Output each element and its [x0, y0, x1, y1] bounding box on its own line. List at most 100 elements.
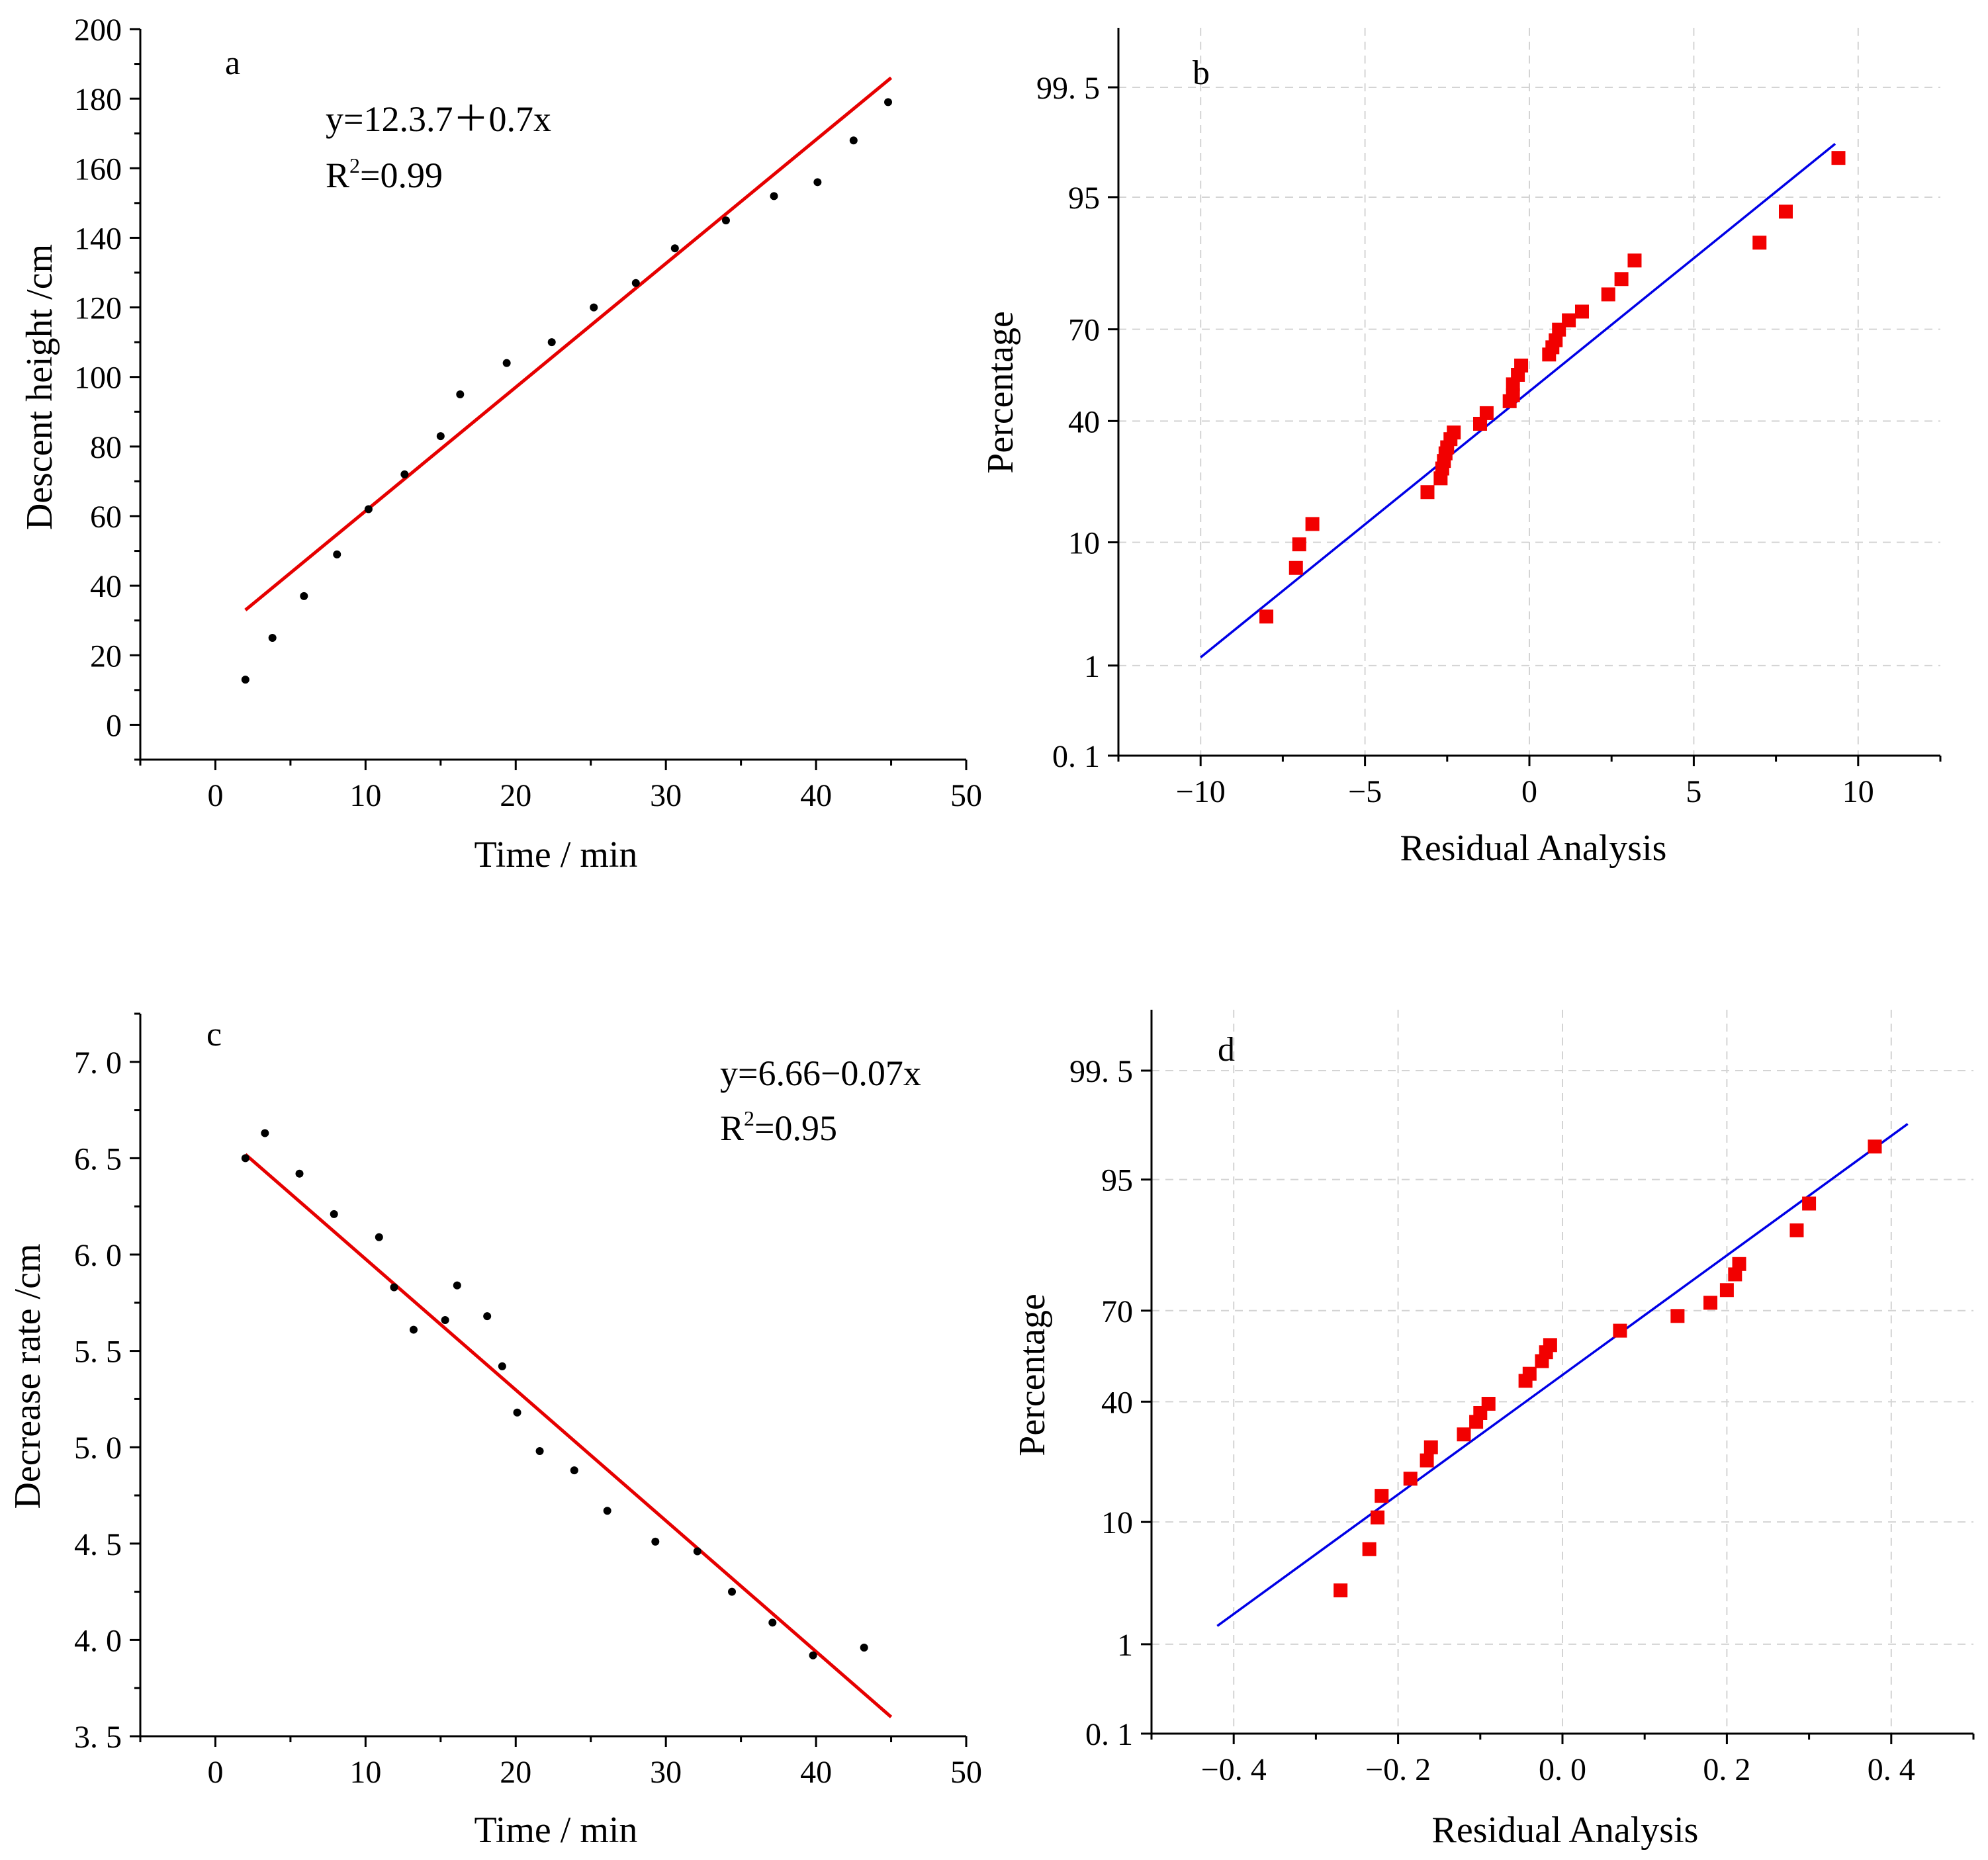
data-point-c-5	[390, 1283, 398, 1292]
data-point-c-12	[535, 1447, 544, 1456]
y-tick-label-c-2: 4. 5	[74, 1527, 122, 1562]
y-tick-label-c-1: 4. 0	[74, 1623, 122, 1658]
y-tick-label-a-1: 20	[90, 639, 122, 674]
y-tick-label-d-6: 99. 5	[1069, 1054, 1133, 1089]
x-tick-label-b-0: −10	[1176, 774, 1226, 809]
data-point-c-13	[570, 1466, 578, 1475]
data-point-b-13	[1479, 406, 1494, 420]
fit-line-a	[244, 76, 893, 611]
data-point-a-2	[300, 592, 308, 600]
data-point-b-29	[1779, 204, 1793, 219]
panel-c: 0 10 20 30 40 50 3. 5 4. 0 4. 5 5. 0 5. 5 6. 0 6. 5 7…	[7, 1012, 982, 1851]
y-tick-label-b-6: 99. 5	[1036, 71, 1100, 106]
data-point-c-0	[241, 1154, 249, 1163]
data-point-b-2	[1292, 537, 1306, 552]
x-tick-label-c-4: 40	[800, 1755, 832, 1790]
r-squared-c: R2=0.95	[720, 1106, 837, 1148]
x-tick-label-c-3: 30	[650, 1755, 682, 1790]
data-point-b-4	[1420, 485, 1435, 500]
data-point-d-6	[1423, 1440, 1438, 1454]
data-point-c-20	[860, 1644, 868, 1652]
data-point-c-19	[809, 1651, 817, 1660]
data-point-c-6	[409, 1325, 418, 1334]
x-tick-label-a-2: 20	[500, 778, 531, 813]
data-point-b-26	[1614, 272, 1629, 287]
data-point-a-6	[436, 432, 445, 441]
data-point-b-25	[1601, 287, 1615, 302]
data-point-b-28	[1752, 236, 1767, 250]
data-point-d-22	[1789, 1223, 1804, 1237]
data-point-c-14	[603, 1507, 611, 1515]
x-tick-label-b-1: −5	[1348, 774, 1382, 809]
data-point-c-2	[295, 1169, 304, 1178]
data-point-a-7	[456, 390, 465, 398]
y-tick-label-a-2: 40	[90, 569, 122, 604]
y-tick-label-d-3: 40	[1101, 1385, 1133, 1420]
data-point-a-0	[241, 676, 249, 684]
data-point-b-30	[1831, 151, 1846, 165]
x-axis-label-d: Residual Analysis	[1432, 1810, 1699, 1851]
y-axis-label-a: Descent height /cm	[19, 244, 60, 530]
data-point-c-9	[483, 1312, 492, 1321]
x-tick-label-c-5: 50	[950, 1755, 982, 1790]
x-tick-label-a-1: 10	[349, 778, 381, 813]
x-tick-label-c-2: 20	[500, 1755, 531, 1790]
panel-b: −10 −5 0 5 10 0. 1 1 10 40 70 95 99. 5 b Residual A…	[980, 28, 1942, 869]
y-tick-label-a-9: 180	[74, 82, 122, 117]
data-point-c-8	[453, 1281, 461, 1290]
equation-a: y=12.3.7＋0.7x	[326, 99, 551, 139]
y-tick-label-b-5: 95	[1068, 181, 1100, 216]
y-tick-label-c-0: 3. 5	[74, 1720, 122, 1755]
y-tick-label-a-0: 0	[106, 708, 122, 743]
y-tick-label-a-6: 120	[74, 291, 122, 326]
y-tick-label-d-5: 95	[1101, 1163, 1133, 1198]
x-tick-label-d-3: 0. 2	[1703, 1752, 1750, 1787]
y-tick-label-c-3: 5. 0	[74, 1431, 122, 1466]
y-tick-label-a-5: 100	[74, 361, 122, 396]
data-point-a-5	[400, 470, 409, 478]
x-tick-label-d-2: 0. 0	[1539, 1752, 1586, 1787]
y-tick-label-b-0: 0. 1	[1052, 739, 1100, 774]
data-point-b-3	[1305, 517, 1320, 531]
y-tick-label-b-3: 40	[1068, 404, 1100, 439]
data-point-c-17	[728, 1587, 737, 1596]
data-point-d-15	[1543, 1338, 1557, 1352]
x-tick-label-c-1: 10	[349, 1755, 381, 1790]
data-point-a-15	[813, 178, 822, 187]
data-point-c-1	[261, 1129, 269, 1137]
x-axis-label-a: Time / min	[474, 834, 638, 875]
x-tick-label-d-1: −0. 2	[1365, 1752, 1431, 1787]
data-point-d-24	[1868, 1139, 1882, 1154]
panel-letter-d: d	[1218, 1031, 1235, 1069]
y-tick-label-d-2: 10	[1101, 1505, 1133, 1540]
data-point-a-14	[770, 192, 778, 200]
data-point-b-1	[1288, 560, 1303, 575]
y-tick-label-a-7: 140	[74, 221, 122, 256]
y-tick-label-d-4: 70	[1101, 1294, 1133, 1329]
data-point-c-10	[498, 1362, 506, 1370]
panel-letter-c: c	[206, 1016, 222, 1053]
r-squared-a: R2=0.99	[326, 154, 443, 195]
panel-letter-a: a	[225, 44, 240, 82]
data-point-a-11	[631, 279, 640, 287]
y-tick-label-a-3: 60	[90, 500, 122, 535]
data-point-b-0	[1259, 609, 1274, 624]
data-point-b-15	[1506, 388, 1520, 402]
x-tick-label-b-4: 10	[1842, 774, 1874, 809]
data-point-b-23	[1562, 313, 1576, 328]
data-point-c-7	[441, 1316, 449, 1325]
y-tick-label-a-10: 200	[74, 13, 122, 48]
data-point-b-21	[1549, 333, 1563, 347]
data-point-a-8	[502, 359, 511, 367]
data-point-c-18	[768, 1618, 777, 1627]
y-tick-label-c-6: 6. 5	[74, 1141, 122, 1176]
data-point-a-4	[364, 505, 373, 513]
data-point-a-9	[547, 338, 556, 347]
data-point-c-16	[693, 1547, 701, 1556]
data-point-d-1	[1362, 1542, 1377, 1556]
y-tick-label-a-8: 160	[74, 152, 122, 187]
y-tick-label-c-5: 6. 0	[74, 1238, 122, 1273]
data-point-d-18	[1703, 1296, 1718, 1310]
y-tick-label-b-2: 10	[1068, 526, 1100, 561]
